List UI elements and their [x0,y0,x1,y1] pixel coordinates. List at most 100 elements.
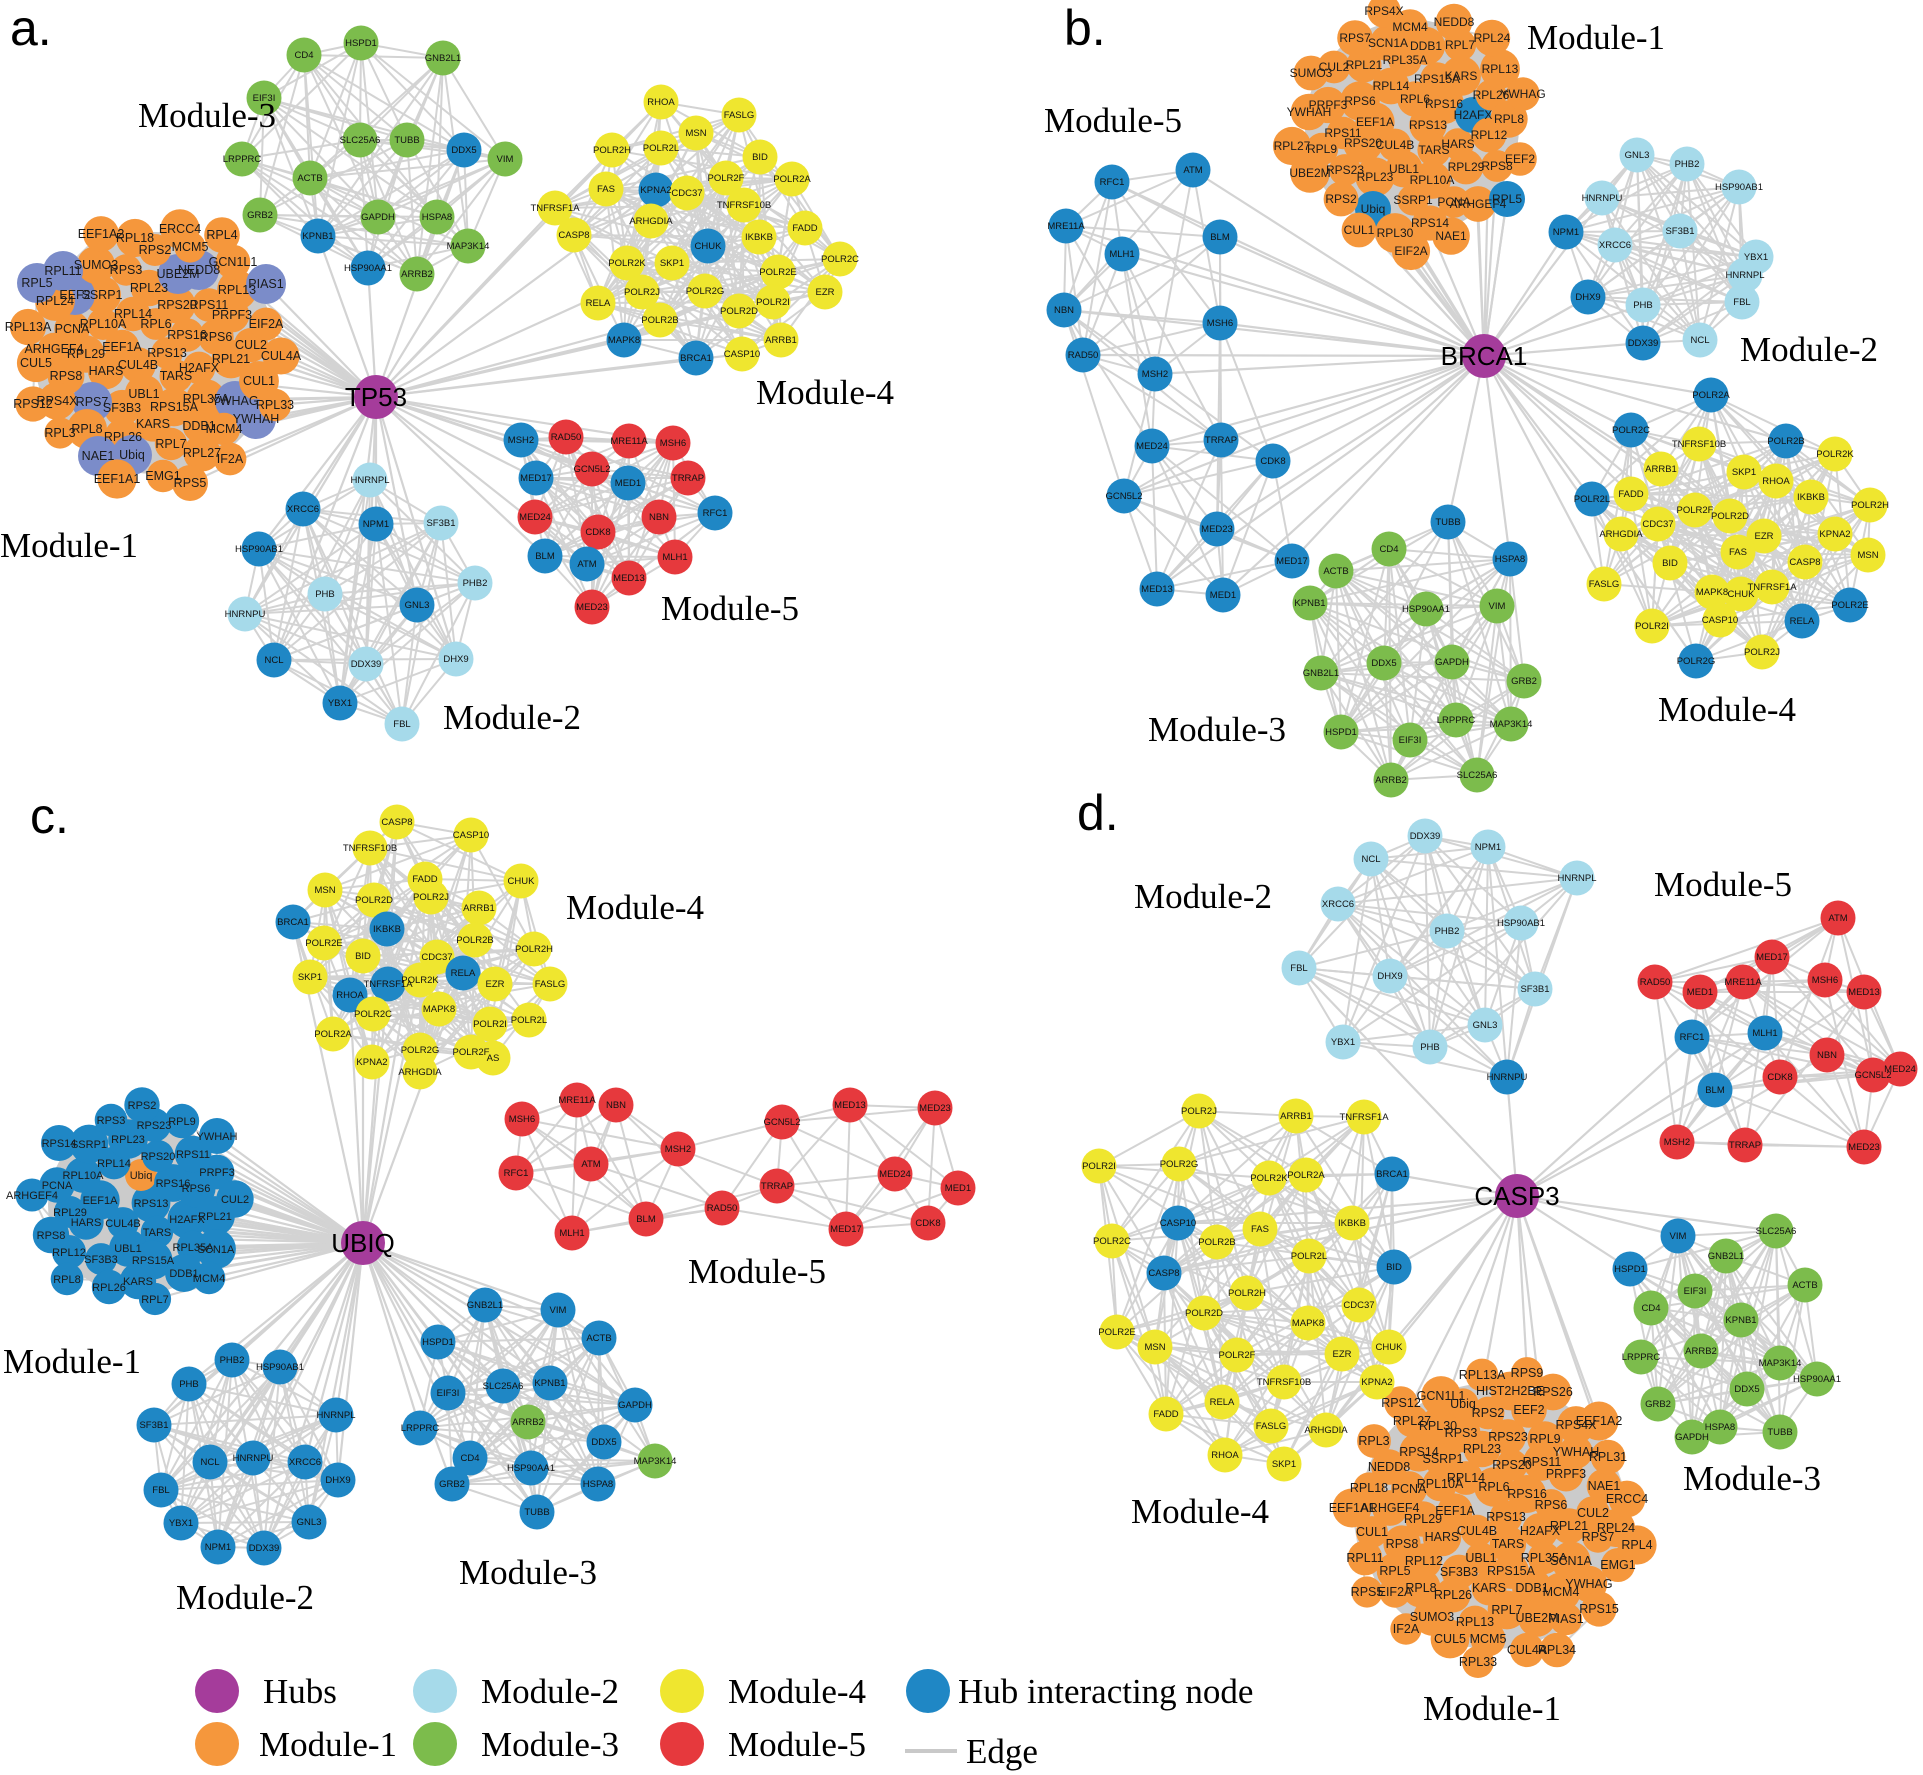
svg-text:HNRNPL: HNRNPL [350,475,389,486]
svg-text:RPL21: RPL21 [198,1211,232,1223]
svg-text:MAP3K14: MAP3K14 [447,241,490,252]
svg-text:NCL: NCL [1361,854,1380,865]
svg-text:TUBB: TUBB [524,1507,549,1518]
svg-text:RPL10A: RPL10A [80,317,127,331]
svg-text:MSH2: MSH2 [665,1144,691,1155]
svg-text:RPL29: RPL29 [53,1207,87,1219]
svg-text:POLR2I: POLR2I [1635,621,1669,632]
svg-text:RPL27: RPL27 [1274,139,1311,153]
svg-text:RPS15A: RPS15A [150,400,199,414]
svg-text:RAD50: RAD50 [1068,350,1099,361]
svg-text:POLR2K: POLR2K [401,975,439,986]
svg-text:POLR2F: POLR2F [1677,505,1714,516]
svg-text:POLR2F: POLR2F [708,173,745,184]
svg-text:RPS16: RPS16 [156,1178,191,1190]
svg-text:GAPDH: GAPDH [361,212,395,223]
svg-text:RPS11: RPS11 [1324,126,1361,140]
svg-text:POLR2E: POLR2E [759,267,797,278]
svg-text:RELA: RELA [586,298,611,309]
svg-text:RPL10A: RPL10A [1410,173,1455,187]
svg-text:POLR2A: POLR2A [1287,1170,1325,1181]
svg-text:MLH1: MLH1 [1752,1028,1777,1039]
svg-text:H2AFX: H2AFX [1454,108,1493,122]
svg-text:NBN: NBN [1817,1050,1837,1061]
svg-text:RFC1: RFC1 [504,1168,529,1179]
svg-text:PHB2: PHB2 [220,1355,245,1366]
svg-text:PHB2: PHB2 [1435,926,1460,937]
svg-text:HARS: HARS [1425,1530,1460,1544]
svg-text:POLR2C: POLR2C [354,1009,392,1020]
svg-text:MSH2: MSH2 [1664,1137,1690,1148]
svg-text:NAE1: NAE1 [1435,229,1467,243]
svg-text:HSP90AA1: HSP90AA1 [1402,604,1450,615]
svg-text:HSP90AA1: HSP90AA1 [344,263,392,274]
svg-text:NBN: NBN [606,1100,626,1111]
svg-text:POLR2F: POLR2F [1219,1350,1256,1361]
svg-text:RPL13A: RPL13A [1459,1368,1506,1382]
svg-text:GRB2: GRB2 [247,210,273,221]
svg-text:CASP8: CASP8 [381,817,412,828]
svg-text:DDX5: DDX5 [451,145,476,156]
svg-text:YBX1: YBX1 [1331,1037,1355,1048]
svg-text:HSP90AA1: HSP90AA1 [507,1463,555,1474]
svg-text:CASP8: CASP8 [558,230,589,241]
svg-text:EIF3I: EIF3I [437,1388,460,1399]
svg-text:Module-3: Module-3 [1148,710,1286,749]
svg-text:GNL3: GNL3 [405,600,430,611]
svg-text:MAPK8: MAPK8 [608,335,640,346]
svg-text:RPS20: RPS20 [141,1151,176,1163]
svg-text:ACTB: ACTB [586,1333,611,1344]
svg-text:ARHGDIA: ARHGDIA [1304,1425,1348,1436]
svg-text:RPS15: RPS15 [1579,1602,1619,1616]
svg-text:RPS2: RPS2 [1325,192,1357,206]
svg-text:RPS8: RPS8 [50,369,83,383]
svg-text:CUL1: CUL1 [1344,223,1375,237]
svg-text:GNL3: GNL3 [297,1517,322,1528]
svg-text:CDC37: CDC37 [671,188,702,199]
svg-text:RPS7: RPS7 [1339,31,1371,45]
svg-text:ERCC4: ERCC4 [159,222,201,236]
svg-text:RPL35A: RPL35A [1521,1551,1568,1565]
svg-text:Module-2: Module-2 [176,1578,314,1617]
svg-text:ARRB1: ARRB1 [1645,464,1677,475]
svg-text:EEF1A2: EEF1A2 [1576,1414,1623,1428]
svg-text:RPS6: RPS6 [182,1183,211,1195]
svg-text:DDX39: DDX39 [1410,831,1441,842]
svg-text:GCN1L1: GCN1L1 [1417,1389,1466,1403]
svg-text:POLR2F: POLR2F [453,1047,490,1058]
svg-text:MED24: MED24 [519,512,551,523]
svg-text:GAPDH: GAPDH [618,1400,652,1411]
svg-text:NPM1: NPM1 [363,519,389,530]
svg-text:POLR2I: POLR2I [756,297,790,308]
svg-text:POLR2C: POLR2C [1612,425,1650,436]
svg-text:HSPA8: HSPA8 [422,212,452,223]
svg-text:HNRNPU: HNRNPU [1487,1072,1528,1083]
svg-text:HIST2H2BE: HIST2H2BE [1476,1384,1544,1398]
svg-text:MSH6: MSH6 [660,438,686,449]
svg-text:ACTB: ACTB [297,173,322,184]
svg-text:HSP90AB1: HSP90AB1 [256,1362,304,1373]
svg-text:RHOA: RHOA [336,990,364,1001]
svg-text:IKBKB: IKBKB [1797,492,1825,503]
svg-text:POLR2B: POLR2B [1198,1237,1236,1248]
svg-text:DDB1: DDB1 [182,419,215,433]
svg-text:POLR2E: POLR2E [1831,600,1869,611]
svg-text:EZR: EZR [816,287,835,298]
svg-text:CUL2: CUL2 [221,1194,249,1206]
svg-text:TARS: TARS [160,369,192,383]
svg-text:VIM: VIM [1489,601,1506,612]
svg-text:BLM: BLM [1705,1085,1725,1096]
svg-text:PCNA: PCNA [55,322,90,336]
svg-text:TRRAP: TRRAP [672,473,704,484]
svg-text:UBL1: UBL1 [128,387,159,401]
svg-text:Module-3: Module-3 [1683,1459,1821,1498]
svg-text:SUMO3: SUMO3 [1410,1610,1455,1624]
svg-text:RPL14: RPL14 [97,1158,131,1170]
svg-text:IF2A: IF2A [217,452,244,466]
svg-text:GNB2L1: GNB2L1 [425,53,461,64]
svg-text:H2AFX: H2AFX [1520,1524,1561,1538]
svg-text:RPL27: RPL27 [1393,1414,1431,1428]
svg-text:MCM5: MCM5 [172,240,209,254]
svg-text:MSH2: MSH2 [508,435,534,446]
svg-text:ARHGEF4: ARHGEF4 [1450,197,1507,211]
